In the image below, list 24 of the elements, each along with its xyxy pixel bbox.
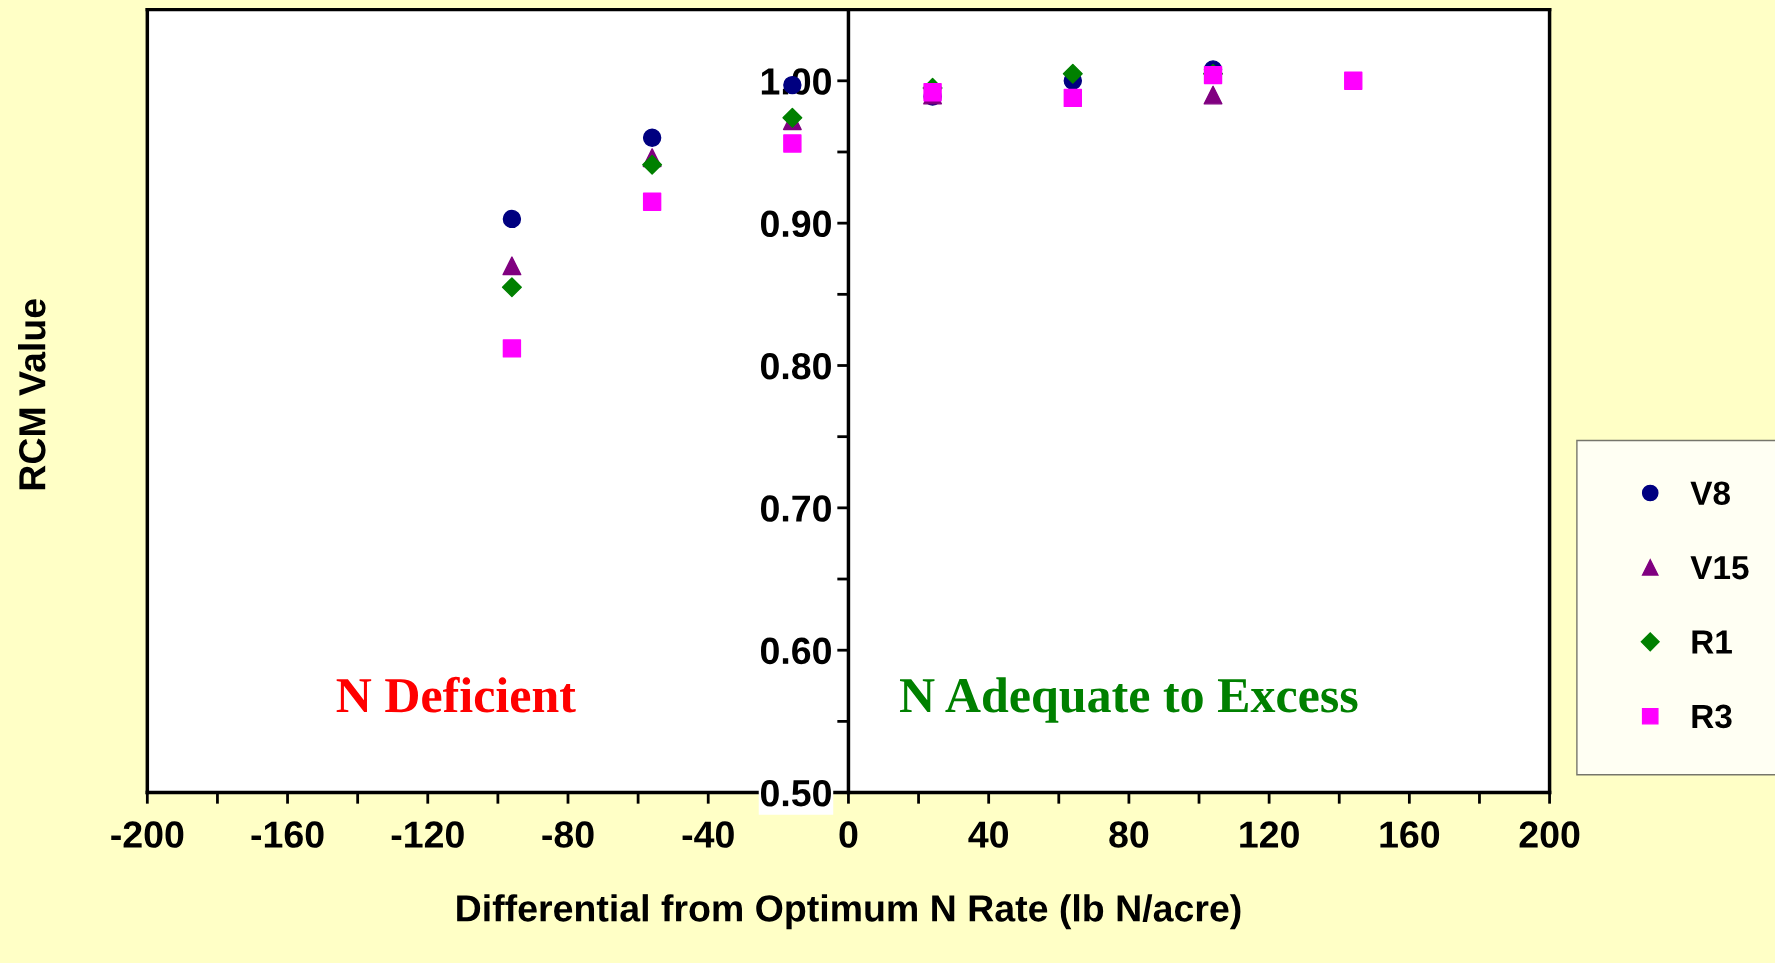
- x-tick-label: -120: [391, 821, 464, 848]
- x-tick-label: -40: [682, 821, 734, 848]
- x-tick-label: -200: [111, 821, 184, 848]
- x-tick-label: 200: [1519, 821, 1580, 848]
- annotation: N Deficient: [336, 676, 576, 713]
- x-tick-label: -80: [542, 821, 594, 848]
- legend-label: V15: [1690, 556, 1749, 580]
- y-tick-label: 0.60: [760, 637, 831, 665]
- legend-label: R1: [1692, 630, 1732, 654]
- y-axis-title: RCM Value: [18, 299, 46, 490]
- legend-label: R3: [1692, 704, 1732, 729]
- annotation: N Adequate to Excess: [899, 677, 1358, 723]
- y-tick-label: 0.80: [760, 352, 831, 380]
- x-tick-label: 120: [1240, 821, 1299, 848]
- x-tick-label: 160: [1380, 821, 1440, 848]
- x-tick-label: 40: [968, 821, 1008, 848]
- legend-label: V8: [1690, 481, 1730, 505]
- x-tick-label: 0: [839, 821, 858, 848]
- x-tick-label: 80: [1109, 821, 1149, 848]
- y-tick-label: 0.50: [760, 779, 831, 807]
- x-tick-label: -160: [251, 821, 324, 848]
- y-tick-label: 0.90: [760, 210, 831, 238]
- x-axis-title: Differential from Optimum N Rate (lb N/acre): [457, 894, 1241, 930]
- y-tick-label: 0.70: [760, 495, 831, 522]
